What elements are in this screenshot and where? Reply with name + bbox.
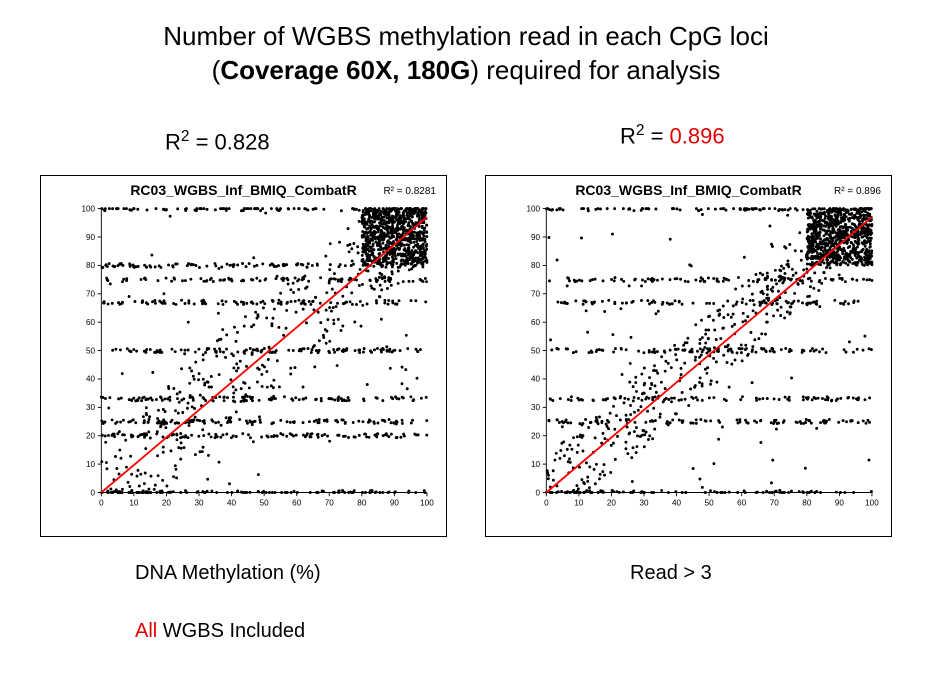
footer-red: All — [135, 620, 157, 642]
xlabel-left: DNA Methylation (%) — [135, 562, 321, 585]
svg-text:50: 50 — [86, 346, 95, 355]
svg-text:30: 30 — [639, 498, 648, 507]
svg-text:0: 0 — [544, 498, 549, 507]
svg-text:0: 0 — [99, 498, 104, 507]
r2-label-right: R2 = 0.896 — [620, 122, 725, 149]
svg-text:60: 60 — [292, 498, 301, 507]
r2-eq-left: = — [189, 129, 214, 154]
svg-text:100: 100 — [865, 498, 879, 507]
panel-right-r2: R² = 0.896 — [834, 186, 881, 197]
svg-text:90: 90 — [390, 498, 399, 507]
r2-value-right: 0.896 — [670, 123, 725, 148]
svg-text:30: 30 — [531, 403, 540, 412]
svg-text:90: 90 — [835, 498, 844, 507]
panel-left: RC03_WGBS_Inf_BMIQ_CombatR R² = 0.8281 0… — [40, 175, 447, 537]
svg-text:80: 80 — [357, 498, 366, 507]
svg-text:40: 40 — [86, 375, 95, 384]
r2-label-left: R2 = 0.828 — [165, 128, 270, 155]
svg-text:0: 0 — [535, 488, 540, 497]
panels-row: RC03_WGBS_Inf_BMIQ_CombatR R² = 0.8281 0… — [40, 175, 892, 545]
scatter-left: 0 10 20 30 40 50 60 70 80 90 100 0 10 20 30 40 50 60 70 80 9… — [76, 204, 436, 511]
panel-right-title: RC03_WGBS_Inf_BMIQ_CombatR — [486, 182, 891, 198]
plot-area-left: 0 10 20 30 40 50 60 70 80 90 100 0 10 20 30 40 50 60 70 80 9… — [76, 204, 436, 511]
svg-text:100: 100 — [526, 204, 540, 213]
svg-text:0: 0 — [90, 488, 95, 497]
svg-text:20: 20 — [86, 431, 95, 440]
svg-text:10: 10 — [129, 498, 138, 507]
r2-prefix-right: R — [620, 123, 636, 148]
panel-right: RC03_WGBS_Inf_BMIQ_CombatR R² = 0.896 0 1… — [485, 175, 892, 537]
footer-rest: WGBS Included — [157, 620, 305, 642]
svg-text:60: 60 — [531, 318, 540, 327]
svg-text:40: 40 — [531, 375, 540, 384]
svg-text:20: 20 — [162, 498, 171, 507]
svg-text:40: 40 — [227, 498, 236, 507]
xlabel-right: Read > 3 — [630, 562, 712, 585]
svg-text:100: 100 — [420, 498, 434, 507]
svg-text:70: 70 — [86, 289, 95, 298]
svg-text:70: 70 — [770, 498, 779, 507]
svg-text:50: 50 — [705, 498, 714, 507]
title-line2-pre: ( — [212, 55, 221, 85]
svg-text:90: 90 — [86, 233, 95, 242]
r2-prefix-left: R — [165, 129, 181, 154]
svg-text:70: 70 — [531, 289, 540, 298]
r2-eq-right: = — [644, 123, 669, 148]
scatter-right: 0 10 20 30 40 50 60 70 80 90 100 0 10 20 30 40 50 60 70 80 9… — [521, 204, 881, 511]
svg-text:80: 80 — [86, 261, 95, 270]
svg-text:60: 60 — [86, 318, 95, 327]
svg-text:80: 80 — [802, 498, 811, 507]
svg-text:10: 10 — [574, 498, 583, 507]
title-line2-bold: Coverage 60X, 180G — [220, 55, 470, 85]
svg-text:20: 20 — [607, 498, 616, 507]
svg-text:10: 10 — [86, 460, 95, 469]
svg-text:40: 40 — [672, 498, 681, 507]
page-title: Number of WGBS methylation read in each … — [0, 20, 932, 88]
title-line2-post: ) required for analysis — [470, 55, 720, 85]
svg-text:50: 50 — [531, 346, 540, 355]
footer-label: All WGBS Included — [135, 620, 305, 643]
svg-text:10: 10 — [531, 460, 540, 469]
svg-text:80: 80 — [531, 261, 540, 270]
svg-text:20: 20 — [531, 431, 540, 440]
svg-text:60: 60 — [737, 498, 746, 507]
svg-text:70: 70 — [325, 498, 334, 507]
page: Number of WGBS methylation read in each … — [0, 0, 932, 681]
panel-left-r2: R² = 0.8281 — [383, 186, 436, 197]
svg-text:30: 30 — [86, 403, 95, 412]
svg-text:30: 30 — [194, 498, 203, 507]
title-line1: Number of WGBS methylation read in each … — [163, 21, 768, 51]
svg-text:50: 50 — [260, 498, 269, 507]
svg-text:90: 90 — [531, 233, 540, 242]
r2-value-left: 0.828 — [215, 129, 270, 154]
svg-text:100: 100 — [81, 204, 95, 213]
plot-area-right: 0 10 20 30 40 50 60 70 80 90 100 0 10 20 30 40 50 60 70 80 9… — [521, 204, 881, 511]
